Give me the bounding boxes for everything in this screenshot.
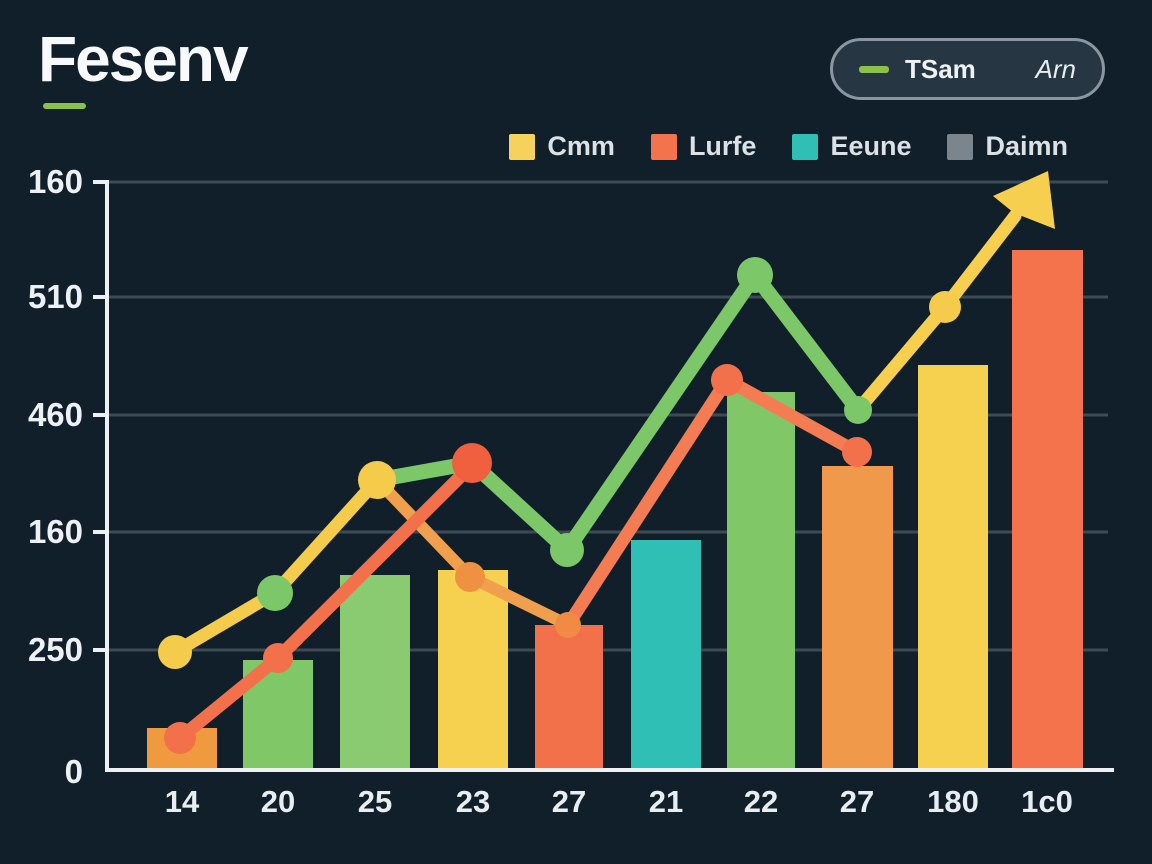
x-axis-label: 25 (358, 784, 392, 819)
data-point-marker (257, 575, 293, 611)
x-axis-label: 14 (165, 784, 200, 819)
data-point-marker (452, 443, 492, 483)
bar-25 (340, 575, 410, 770)
legend-label: Lurfe (688, 131, 757, 161)
data-point-marker (737, 257, 773, 293)
data-point-marker (358, 461, 396, 499)
legend-swatch-icon (792, 133, 819, 160)
legend-item-eeune[interactable]: Eeune (792, 131, 911, 162)
y-axis-label: 510 (28, 278, 83, 315)
data-point-marker (158, 635, 192, 669)
tomato-line (173, 458, 479, 745)
legend-label: Cmm (547, 131, 615, 161)
y-axis-label: 250 (28, 631, 83, 668)
x-axis-label: 27 (552, 784, 586, 819)
legend-item-lurfe[interactable]: Lurfe (650, 131, 757, 162)
data-point-marker (263, 643, 293, 673)
green-dash-icon (859, 65, 889, 73)
x-axis-label: 1c0 (1021, 784, 1073, 819)
series-toggle-pill[interactable]: TSam Arn (830, 38, 1105, 100)
data-point-marker (455, 562, 485, 592)
bar-27 (822, 466, 893, 770)
legend-label: Eeune (830, 131, 912, 161)
data-point-marker (550, 533, 584, 567)
y-axis-label: 460 (28, 396, 83, 433)
title-underline (43, 103, 86, 109)
x-axis-label: 23 (456, 784, 490, 819)
x-axis-label: 22 (744, 784, 778, 819)
legend-label: Daimn (985, 131, 1068, 161)
legend-item-cmm[interactable]: Cmm (509, 131, 615, 162)
data-point-marker (842, 437, 872, 467)
y-axis-label: 160 (28, 513, 83, 550)
bar-23 (438, 570, 508, 770)
data-point-marker (711, 364, 743, 396)
bar-22 (727, 392, 795, 770)
x-axis-label: 21 (649, 784, 683, 819)
legend-swatch-icon (947, 133, 974, 160)
bar-1c0 (1012, 250, 1083, 770)
legend-item-daimn[interactable]: Daimn (947, 131, 1068, 162)
bar-21 (631, 540, 701, 770)
data-point-marker (844, 396, 872, 424)
x-axis-label: 20 (261, 784, 295, 819)
y-axis-label: 160 (28, 163, 83, 200)
data-point-marker (164, 722, 196, 754)
pill-left-label: TSam (905, 53, 976, 84)
y-axis-label: 0 (65, 753, 83, 790)
x-axis-label: 27 (840, 784, 874, 819)
bar-180 (918, 365, 988, 770)
trend-arrowhead-icon (993, 171, 1055, 229)
pill-right-label: Arn (1035, 53, 1076, 84)
bar-27 (535, 625, 603, 770)
legend-swatch-icon (509, 133, 536, 160)
data-point-marker (555, 612, 581, 638)
orange-line (561, 373, 864, 632)
legend: Cmm Lurfe Eeune Daimn (509, 131, 1068, 162)
page-title: Fesenv (38, 23, 249, 95)
data-point-marker (929, 291, 961, 323)
legend-swatch-icon (650, 133, 677, 160)
x-axis-label: 180 (927, 784, 979, 819)
